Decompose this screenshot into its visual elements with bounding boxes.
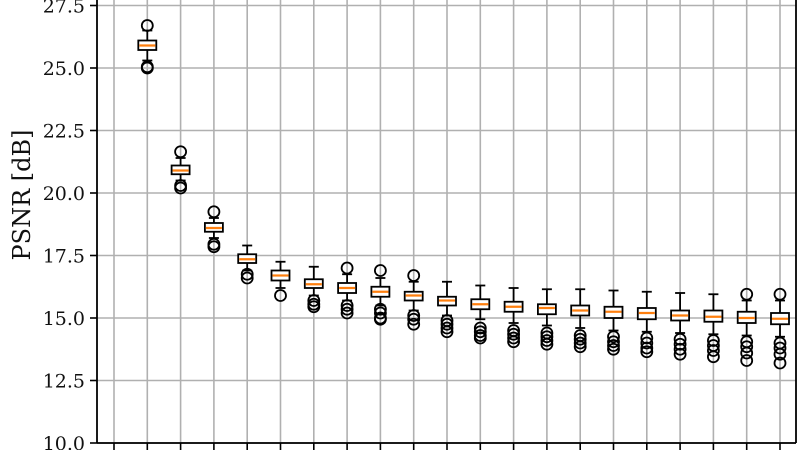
outlier-marker	[707, 334, 720, 347]
box-plot-6	[303, 265, 324, 314]
outlier-marker	[340, 299, 354, 312]
box-plot-11	[470, 284, 491, 345]
outlier-marker	[373, 306, 387, 320]
outlier-marker	[707, 344, 720, 357]
outlier-marker	[773, 356, 787, 370]
outlier-marker	[340, 306, 354, 320]
outlier-marker	[740, 346, 754, 360]
box-plot-7	[337, 261, 358, 320]
box-plot-20	[770, 287, 790, 370]
outlier-marker	[507, 327, 520, 341]
outlier-marker	[507, 331, 520, 345]
outlier-marker	[773, 287, 787, 301]
outlier-marker	[640, 336, 654, 350]
outlier-marker	[207, 205, 221, 219]
outlier-marker	[740, 354, 754, 367]
outlier-marker	[707, 350, 720, 364]
outlier-marker	[373, 264, 387, 277]
outlier-marker	[607, 330, 620, 344]
outlier-marker	[274, 289, 287, 302]
outlier-marker	[607, 342, 620, 356]
outlier-marker	[740, 287, 754, 301]
box-plot-17	[670, 292, 690, 361]
outlier-marker	[440, 317, 454, 331]
outlier-marker	[540, 334, 554, 347]
box-plot-3	[203, 205, 224, 254]
box-series	[137, 19, 790, 370]
outlier-marker	[407, 269, 421, 282]
box-plot-4	[237, 244, 258, 285]
outlier-marker	[140, 19, 154, 32]
outlier-marker	[373, 302, 387, 316]
outlier-marker	[607, 339, 620, 352]
box-iqr	[537, 303, 557, 316]
box-plot-14	[570, 288, 591, 354]
outlier-marker	[607, 335, 620, 349]
box-plot-8	[370, 264, 391, 326]
outlier-marker	[240, 267, 254, 281]
outlier-marker	[174, 145, 188, 159]
y-tick-label: 25.0	[43, 58, 85, 80]
outlier-marker	[307, 300, 321, 314]
outlier-marker	[773, 341, 787, 355]
outlier-marker	[473, 325, 487, 339]
outlier-marker	[640, 341, 654, 355]
outlier-marker	[140, 61, 154, 75]
box-plot-10	[437, 280, 457, 339]
outlier-marker	[573, 340, 587, 354]
outlier-marker	[440, 325, 454, 339]
outlier-marker	[540, 337, 554, 351]
box-plot-16	[636, 290, 657, 359]
outlier-marker	[407, 317, 421, 331]
outlier-marker	[507, 335, 520, 349]
outlier-marker	[407, 312, 421, 326]
box-plot-13	[537, 288, 557, 351]
box-plot-1	[137, 19, 158, 75]
grid-lines	[97, 0, 796, 444]
outlier-marker	[773, 347, 787, 361]
outlier-marker	[640, 331, 654, 345]
box-plot-9	[403, 269, 424, 331]
outlier-marker	[340, 302, 354, 316]
outlier-marker	[740, 340, 754, 354]
outlier-marker	[473, 321, 487, 335]
outlier-marker	[174, 181, 188, 195]
outlier-marker	[573, 336, 587, 350]
outlier-marker	[673, 347, 687, 361]
outlier-marker	[340, 261, 354, 275]
axes	[96, 0, 797, 450]
box-plot-18	[703, 293, 724, 364]
box-plot-19	[736, 287, 757, 367]
outlier-marker	[373, 312, 387, 326]
y-tick-label: 27.5	[43, 0, 85, 18]
y-tick-label: 17.5	[43, 246, 85, 268]
outlier-marker	[640, 345, 654, 359]
y-tick-label: 22.5	[43, 121, 85, 143]
outlier-marker	[407, 309, 421, 322]
outlier-marker	[307, 294, 321, 307]
box-plot-15	[603, 289, 624, 356]
y-tick-label: 12.5	[43, 371, 85, 393]
outlier-marker	[540, 330, 554, 344]
box-plot-12	[503, 287, 524, 349]
outlier-marker	[207, 240, 221, 254]
outlier-marker	[473, 331, 487, 345]
outlier-marker	[673, 332, 687, 346]
y-tick-label: 10.0	[43, 433, 85, 450]
outlier-marker	[673, 342, 687, 356]
y-axis-ticks: 10.0 12.5 15.0 17.5 20.0 22.5 25.0 27.5	[43, 0, 97, 450]
outlier-marker	[440, 321, 454, 335]
y-tick-label: 20.0	[43, 183, 85, 205]
y-axis-label: PSNR [dB]	[8, 129, 36, 260]
outlier-marker	[240, 271, 254, 285]
box-plot-5	[270, 260, 291, 302]
outlier-marker	[673, 337, 687, 351]
y-tick-label: 15.0	[43, 308, 85, 330]
outlier-marker	[573, 332, 587, 346]
box-plot-2	[170, 145, 191, 195]
